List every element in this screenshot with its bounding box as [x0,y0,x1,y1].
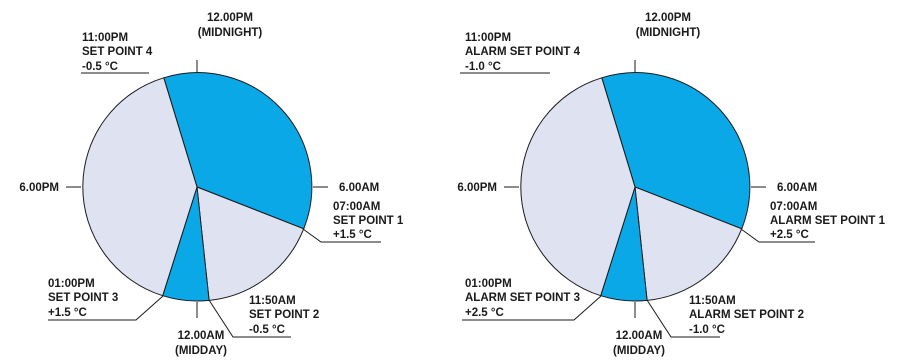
svg-text:-1.0 °C: -1.0 °C [689,324,725,336]
alarm-zone-1pm-to-11pm [520,77,636,297]
set-point-4-label: 11:00PM SET POINT 4 -0.5 °C [82,32,153,73]
svg-text:+2.5 °C: +2.5 °C [465,307,504,319]
set-point-3-leader [48,295,164,321]
svg-text:01:00PM: 01:00PM [465,278,512,290]
svg-text:SET POINT 3: SET POINT 3 [48,292,118,304]
label-midnight: 12.00PM [207,12,253,24]
svg-text:+1.5 °C: +1.5 °C [48,307,87,319]
label-midnight-sub: (MIDNIGHT) [198,27,263,39]
alarm-zone-11pm-to-7am [601,72,751,230]
alarm-label-6am: 6.00AM [777,182,817,194]
alarm-zone-7am-to-1150am [634,186,743,301]
svg-text:11:00PM: 11:00PM [82,32,128,44]
label-midday: 12.00AM [178,330,225,342]
alarm-set-point-2-leader [646,299,720,338]
svg-text:11:50AM: 11:50AM [249,295,296,307]
alarm-label-6pm: 6.00PM [457,182,497,194]
alarm-set-point-2-label: 11:50AM ALARM SET POINT 2 -1.0 °C [689,295,804,336]
svg-text:07:00AM: 07:00AM [770,201,817,213]
svg-text:11:00PM: 11:00PM [465,32,511,44]
svg-text:+1.5 °C: +1.5 °C [333,229,372,241]
label-6am: 6.00AM [339,182,379,194]
svg-text:SET POINT 4: SET POINT 4 [82,46,153,58]
set-point-2-leader [208,299,291,338]
label-6pm: 6.00PM [19,182,59,194]
svg-text:ALARM SET POINT 2: ALARM SET POINT 2 [689,309,804,321]
alarm-label-midnight: 12.00PM [645,12,691,24]
schedule-clock-2: 12.00PM (MIDNIGHT) 6.00AM 6.00PM 12.00AM… [457,12,885,357]
svg-text:SET POINT 1: SET POINT 1 [333,215,404,227]
alarm-label-midnight-sub: (MIDNIGHT) [636,27,701,39]
svg-text:-1.0 °C: -1.0 °C [465,61,501,73]
label-midday-sub: (MIDDAY) [175,345,227,357]
zone-11pm-to-7am [163,72,313,230]
svg-text:ALARM SET POINT 3: ALARM SET POINT 3 [465,292,580,304]
set-point-1-leader [302,228,381,243]
alarm-set-point-4-label: 11:00PM ALARM SET POINT 4 -1.0 °C [465,32,581,73]
svg-text:01:00PM: 01:00PM [48,278,95,290]
set-point-1-label: 07:00AM SET POINT 1 +1.5 °C [333,201,404,241]
set-point-2-label: 11:50AM SET POINT 2 -0.5 °C [249,295,319,336]
svg-text:SET POINT 2: SET POINT 2 [249,309,319,321]
svg-text:+2.5 °C: +2.5 °C [770,229,809,241]
svg-text:ALARM SET POINT 4: ALARM SET POINT 4 [465,46,581,58]
set-point-3-label: 01:00PM SET POINT 3 +1.5 °C [48,278,118,319]
alarm-label-midday-sub: (MIDDAY) [613,345,665,357]
svg-text:07:00AM: 07:00AM [333,201,380,213]
svg-text:-0.5 °C: -0.5 °C [82,61,118,73]
alarm-set-point-3-label: 01:00PM ALARM SET POINT 3 +2.5 °C [465,278,580,319]
alarm-set-point-3-leader [462,295,602,321]
svg-text:11:50AM: 11:50AM [689,295,736,307]
svg-text:-0.5 °C: -0.5 °C [249,324,285,336]
schedule-clock-1: 12.00PM (MIDNIGHT) 6.00AM 6.00PM 12.00AM… [19,12,404,357]
alarm-label-midday: 12.00AM [616,330,663,342]
zone-1pm-to-11pm [82,77,198,297]
alarm-set-point-1-label: 07:00AM ALARM SET POINT 1 +2.5 °C [770,201,886,241]
svg-text:ALARM SET POINT 1: ALARM SET POINT 1 [770,215,886,227]
alarm-set-point-1-leader [740,228,815,243]
zone-7am-to-1150am [196,186,305,301]
